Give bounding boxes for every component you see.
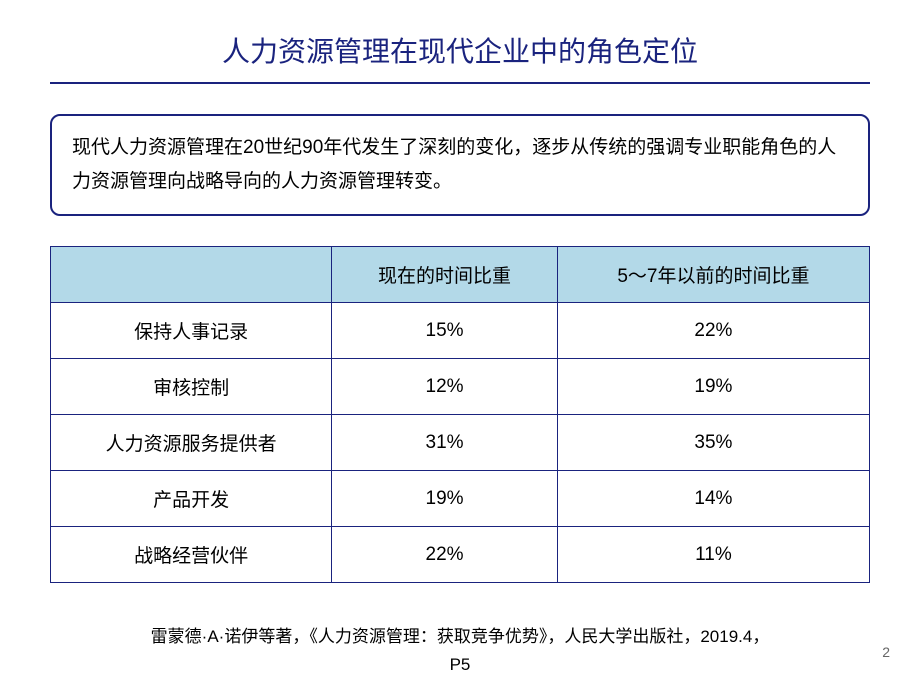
row-past: 11% — [557, 527, 869, 583]
citation-line2: P5 — [50, 651, 870, 678]
table-row: 产品开发 19% 14% — [51, 471, 870, 527]
data-table: 现在的时间比重 5～7年以前的时间比重 保持人事记录 15% 22% 审核控制 … — [50, 246, 870, 583]
row-past: 14% — [557, 471, 869, 527]
description-text: 现代人力资源管理在20世纪90年代发生了深刻的变化，逐步从传统的强调专业职能角色… — [72, 137, 836, 192]
row-current: 22% — [332, 527, 558, 583]
row-past: 35% — [557, 415, 869, 471]
row-past: 19% — [557, 359, 869, 415]
table-header-empty — [51, 247, 332, 303]
citation-line1: 雷蒙德·A·诺伊等著，《人力资源管理：获取竞争优势》，人民大学出版社，2019.… — [50, 623, 870, 650]
row-label: 审核控制 — [51, 359, 332, 415]
table-header-past: 5～7年以前的时间比重 — [557, 247, 869, 303]
citation: 雷蒙德·A·诺伊等著，《人力资源管理：获取竞争优势》，人民大学出版社，2019.… — [50, 623, 870, 677]
row-current: 15% — [332, 303, 558, 359]
row-label: 人力资源服务提供者 — [51, 415, 332, 471]
row-current: 19% — [332, 471, 558, 527]
table-row: 战略经营伙伴 22% 11% — [51, 527, 870, 583]
table-header-row: 现在的时间比重 5～7年以前的时间比重 — [51, 247, 870, 303]
description-box: 现代人力资源管理在20世纪90年代发生了深刻的变化，逐步从传统的强调专业职能角色… — [50, 114, 870, 216]
table-row: 人力资源服务提供者 31% 35% — [51, 415, 870, 471]
title-underline — [50, 82, 870, 84]
row-current: 12% — [332, 359, 558, 415]
slide-container: 人力资源管理在现代企业中的角色定位 现代人力资源管理在20世纪90年代发生了深刻… — [0, 0, 920, 690]
page-title: 人力资源管理在现代企业中的角色定位 — [50, 30, 870, 70]
row-label: 保持人事记录 — [51, 303, 332, 359]
row-current: 31% — [332, 415, 558, 471]
table-row: 保持人事记录 15% 22% — [51, 303, 870, 359]
row-label: 产品开发 — [51, 471, 332, 527]
page-number: 2 — [882, 644, 890, 660]
table-header-current: 现在的时间比重 — [332, 247, 558, 303]
row-past: 22% — [557, 303, 869, 359]
row-label: 战略经营伙伴 — [51, 527, 332, 583]
table-row: 审核控制 12% 19% — [51, 359, 870, 415]
